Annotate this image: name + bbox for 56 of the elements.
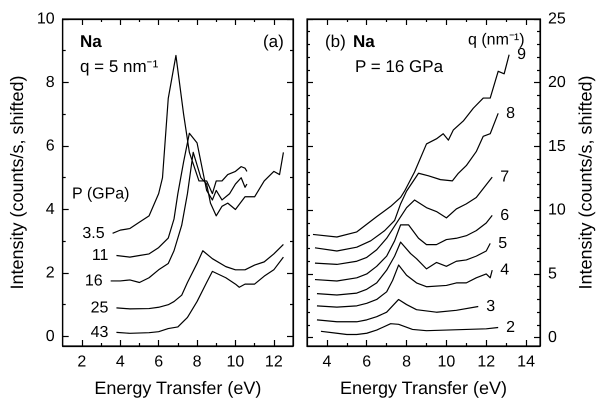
- series-label: 16: [84, 272, 103, 290]
- x-tick-label: 10: [438, 354, 456, 370]
- x-tick-label: 6: [362, 354, 372, 370]
- x-tick-label: 12: [477, 354, 496, 370]
- y-tick-label: 4: [46, 200, 55, 218]
- annotation: (a): [263, 32, 284, 51]
- y-tick-label: 20: [548, 74, 566, 92]
- line-series: [116, 244, 284, 310]
- y-tick-label: 8: [46, 74, 55, 91]
- series-label: 25: [90, 299, 109, 316]
- series-label: 3.5: [82, 224, 105, 242]
- y-tick-label: 0: [548, 329, 557, 346]
- y-axis-title: Intensity (counts/s, shifted): [7, 75, 27, 290]
- x-axis-title: Energy Transfer (eV): [94, 378, 262, 398]
- series-label: 11: [92, 247, 109, 264]
- line-series: [316, 242, 491, 296]
- series-label: 7: [500, 168, 510, 186]
- y-tick-label: 5: [548, 265, 557, 282]
- annotation: q = 5 nm⁻¹: [80, 57, 159, 76]
- annotation: Na: [353, 32, 376, 51]
- x-tick-label: 12: [264, 354, 283, 370]
- annotation: Na: [80, 32, 102, 51]
- legend-title: P (GPa): [72, 186, 130, 202]
- y-tick-label: 6: [46, 137, 55, 154]
- line-series: [314, 214, 493, 282]
- annotation: P = 16 GPa: [355, 57, 444, 76]
- y-tick-label: 10: [548, 202, 566, 219]
- annotation: (b): [325, 32, 346, 51]
- series-label: 5: [498, 234, 508, 252]
- series-label: 3: [486, 298, 496, 315]
- x-tick-label: 8: [192, 354, 202, 370]
- series-label: 9: [517, 46, 526, 64]
- y-tick-label: 25: [548, 10, 566, 28]
- x-tick-label: 8: [402, 354, 412, 370]
- x-tick-label: 4: [116, 354, 125, 370]
- line-series: [116, 256, 284, 334]
- x-tick-label: 2: [77, 354, 86, 370]
- series-label: 4: [500, 262, 510, 279]
- y-tick-label: 0: [46, 328, 55, 345]
- series-label: 2: [506, 319, 516, 336]
- x-tick-label: 14: [517, 354, 536, 370]
- legend-title: q (nm⁻¹): [468, 32, 525, 48]
- series-label: 8: [506, 104, 516, 122]
- x-axis-title: Energy Transfer (eV): [340, 378, 508, 398]
- line-series: [316, 298, 479, 322]
- x-tick-label: 4: [322, 354, 332, 370]
- line-series: [320, 323, 499, 336]
- series-label: 43: [90, 324, 109, 341]
- series-label: 6: [500, 206, 510, 224]
- y-tick-label: 10: [36, 10, 55, 28]
- x-tick-label: 10: [226, 354, 244, 370]
- y-tick-label: 15: [548, 138, 566, 155]
- y-axis-title: Intensity (counts/s, shifted): [576, 75, 596, 290]
- y-tick-label: 2: [46, 264, 55, 282]
- x-tick-label: 6: [154, 354, 164, 370]
- line-series: [314, 176, 493, 266]
